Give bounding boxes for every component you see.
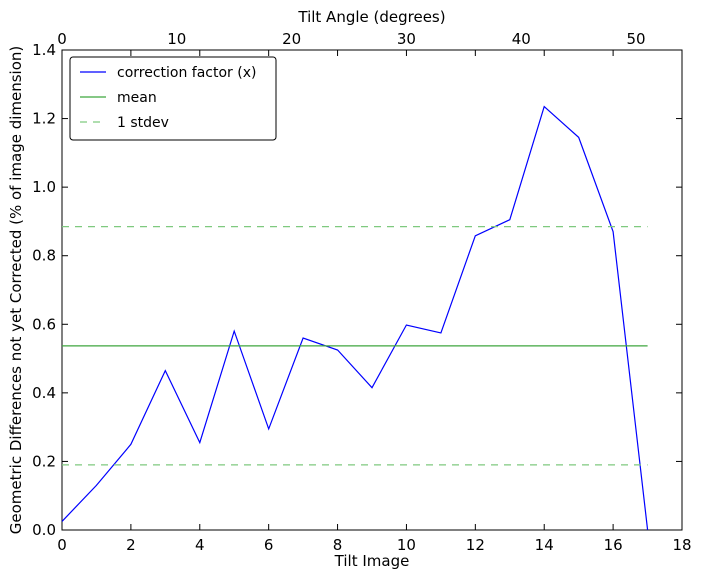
x-tick-label: 4	[195, 536, 205, 554]
x2-tick-label: 10	[167, 30, 186, 48]
x2-tick-label: 30	[397, 30, 416, 48]
x2-tick-label: 20	[282, 30, 301, 48]
legend: correction factor (x) mean 1 stdev	[69, 56, 277, 141]
y-tick-label: 1.4	[32, 41, 56, 59]
y-axis-label: Geometric Differences not yet Corrected …	[7, 46, 25, 535]
x-tick-label: 8	[333, 536, 343, 554]
x-tick-label: 14	[535, 536, 554, 554]
legend-entry: mean	[117, 90, 157, 106]
y-tick-label: 0.0	[32, 521, 56, 539]
y-tick-label: 0.8	[32, 247, 56, 265]
y-tick-label: 0.2	[32, 452, 56, 470]
y-tick-label: 0.6	[32, 315, 56, 333]
x-tick-label: 2	[126, 536, 136, 554]
x2-tick-label: 0	[57, 30, 67, 48]
y-tick-label: 1.0	[32, 178, 56, 196]
x2-tick-label: 40	[512, 30, 531, 48]
legend-entry: correction factor (x)	[117, 65, 256, 81]
x-tick-label: 6	[264, 536, 274, 554]
series-line-1	[61, 105, 649, 531]
x2-axis-label: Tilt Angle (degrees)	[297, 8, 445, 26]
x-axis-label: Tilt Image	[334, 552, 410, 570]
y-tick-label: 0.4	[32, 384, 56, 402]
y-tick-label: 1.2	[32, 110, 56, 128]
legend-entry: 1 stdev	[117, 115, 169, 131]
x-tick-label: 18	[672, 536, 691, 554]
x-tick-label: 12	[466, 536, 485, 554]
x2-tick-label: 50	[627, 30, 646, 48]
legend-box	[69, 56, 277, 141]
x-tick-label: 16	[604, 536, 623, 554]
x-tick-label: 10	[397, 536, 416, 554]
x-tick-label: 0	[57, 536, 67, 554]
